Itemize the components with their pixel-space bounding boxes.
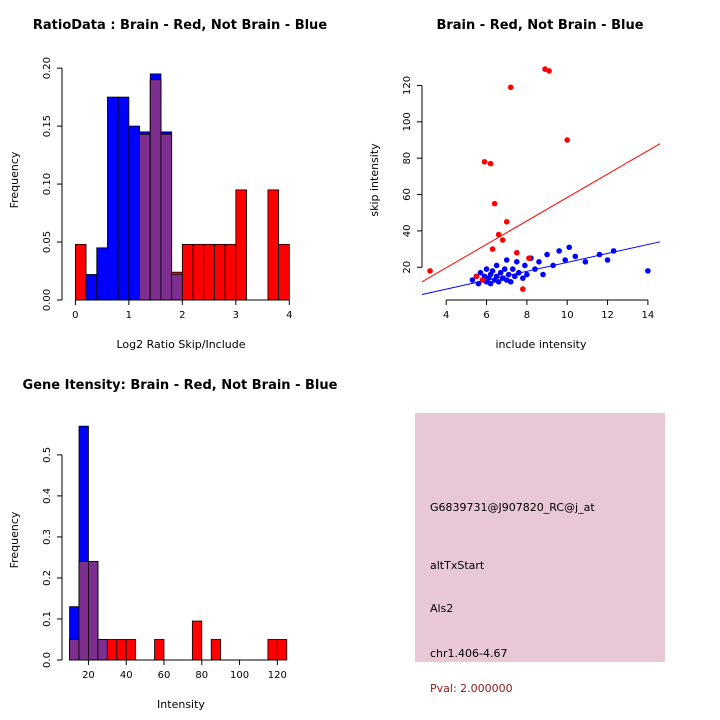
svg-text:120: 120 <box>268 670 287 681</box>
svg-text:20: 20 <box>402 261 413 274</box>
svg-text:0.05: 0.05 <box>42 231 53 253</box>
svg-text:Log2 Ratio Skip/Include: Log2 Ratio Skip/Include <box>116 338 245 351</box>
gene-info-box: G6839731@J907820_RC@j_at altTxStart Als2… <box>415 413 665 695</box>
svg-text:Frequency: Frequency <box>8 511 21 568</box>
svg-text:0: 0 <box>72 310 78 321</box>
svg-text:Intensity: Intensity <box>157 698 205 711</box>
panel-intensity-scatter: Brain - Red, Not Brain - Blue 4 6 8 10 12 14 2… <box>360 0 720 360</box>
pval-text: Pval: 2.000000 <box>430 682 513 695</box>
probe-id-text: G6839731@J907820_RC@j_at <box>430 501 595 514</box>
gene-intensity-canvas: 20 40 60 80 100 120 0.0 0.1 0.2 0.3 0.4 0.5 Intensit… <box>8 425 288 711</box>
svg-text:skip intensity: skip intensity <box>368 143 381 217</box>
svg-text:40: 40 <box>402 225 413 238</box>
svg-text:4: 4 <box>443 310 449 321</box>
intensity-scatter-canvas: 4 6 8 10 12 14 20 40 60 80 100 120 include intensity… <box>368 66 661 351</box>
svg-text:100: 100 <box>230 670 249 681</box>
locus-text: chr1.406-4.67 <box>430 647 508 660</box>
svg-text:0.0: 0.0 <box>42 652 53 668</box>
svg-text:3: 3 <box>233 310 239 321</box>
svg-text:80: 80 <box>195 670 208 681</box>
svg-text:14: 14 <box>642 310 655 321</box>
svg-text:10: 10 <box>561 310 574 321</box>
svg-text:40: 40 <box>120 670 133 681</box>
ratio-histogram-title: RatioData : Brain - Red, Not Brain - Blu… <box>32 18 328 33</box>
svg-text:0.2: 0.2 <box>42 570 53 586</box>
svg-text:2: 2 <box>179 310 185 321</box>
svg-text:0.5: 0.5 <box>42 447 53 463</box>
panel-gene-info: G6839731@J907820_RC@j_at altTxStart Als2… <box>360 360 720 720</box>
svg-text:0.20: 0.20 <box>42 57 53 79</box>
svg-text:60: 60 <box>158 670 171 681</box>
svg-text:120: 120 <box>402 76 413 95</box>
panel-gene-intensity-histogram: Gene Itensity: Brain - Red, Not Brain - … <box>0 360 360 720</box>
svg-text:0.1: 0.1 <box>42 611 53 627</box>
svg-text:0.00: 0.00 <box>42 289 53 311</box>
splice-event-type-text: altTxStart <box>430 559 485 572</box>
svg-text:20: 20 <box>82 670 95 681</box>
svg-text:80: 80 <box>402 152 413 165</box>
svg-text:0.4: 0.4 <box>42 488 53 504</box>
svg-text:60: 60 <box>402 188 413 201</box>
gene-symbol-text: Als2 <box>430 602 454 615</box>
svg-text:6: 6 <box>483 310 489 321</box>
svg-text:1: 1 <box>126 310 132 321</box>
svg-text:include intensity: include intensity <box>495 338 587 351</box>
ratio-histogram-canvas: 0 1 2 3 4 0.00 0.05 0.10 0.15 0.20 Log2 Ratio Skip… <box>8 57 292 351</box>
svg-text:8: 8 <box>524 310 530 321</box>
intensity-scatter-title: Brain - Red, Not Brain - Blue <box>436 18 644 33</box>
svg-text:0.3: 0.3 <box>42 529 53 545</box>
gene-intensity-title: Gene Itensity: Brain - Red, Not Brain - … <box>22 378 338 393</box>
svg-text:0.15: 0.15 <box>42 115 53 137</box>
panel-ratio-histogram: RatioData : Brain - Red, Not Brain - Blu… <box>0 0 360 360</box>
svg-text:0.10: 0.10 <box>42 173 53 195</box>
svg-text:4: 4 <box>286 310 292 321</box>
svg-text:100: 100 <box>402 112 413 131</box>
svg-text:Frequency: Frequency <box>8 151 21 208</box>
svg-text:12: 12 <box>601 310 614 321</box>
